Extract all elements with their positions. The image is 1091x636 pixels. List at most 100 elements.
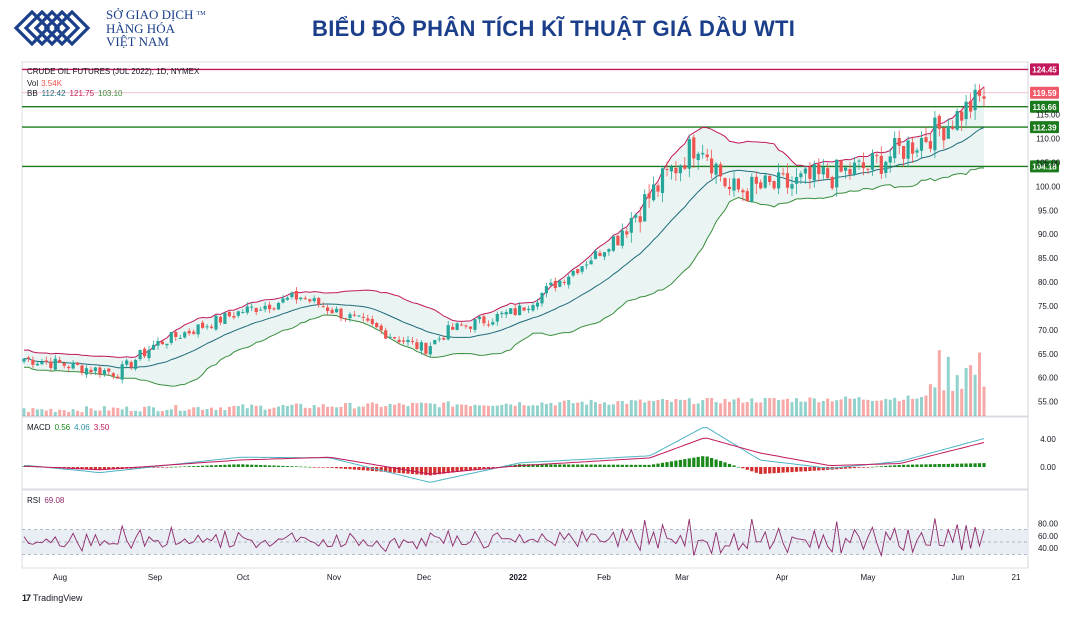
candle [785, 163, 790, 194]
macd-histogram-bar [745, 467, 749, 470]
candle [812, 160, 816, 188]
candle [620, 223, 624, 249]
macd-histogram-bar [808, 467, 812, 471]
candle-body [705, 154, 709, 158]
candle [49, 357, 53, 371]
macd-histogram-bar [593, 464, 598, 467]
candle-body [460, 324, 464, 326]
volume-bar [585, 404, 589, 416]
volume-bar [701, 400, 705, 416]
macd-histogram-bar [906, 464, 910, 467]
macd-histogram-bar [294, 466, 298, 467]
macd-histogram-bar [785, 467, 790, 473]
tradingview-label: TradingView [33, 593, 83, 603]
candle-body [308, 299, 312, 302]
candle [227, 311, 231, 318]
bollinger-band-lines [23, 86, 985, 387]
tradingview-brand[interactable]: 17 TradingView [22, 593, 83, 603]
candle [281, 294, 285, 304]
macd-histogram-bar [236, 464, 240, 467]
volume-bar [844, 396, 848, 416]
volume-bar [245, 408, 249, 416]
macd-histogram-bar [151, 467, 156, 468]
macd-histogram-bar [223, 464, 227, 467]
candle-body [451, 326, 455, 330]
macd-histogram-bar [268, 465, 272, 467]
candle [384, 327, 388, 340]
volume-bar [428, 403, 432, 416]
candle-body [303, 298, 307, 300]
candle [232, 311, 236, 320]
volume-bar [317, 407, 321, 416]
candle [321, 302, 325, 308]
candle [692, 134, 696, 168]
candle [531, 302, 535, 312]
macd-histogram-bar [911, 464, 915, 467]
candle [477, 315, 481, 324]
candle [745, 188, 749, 202]
candle-body [160, 341, 164, 345]
time-axis[interactable]: Aug Sep Oct Nov Dec 2022 Feb Mar Apr May Jun 21 [53, 573, 1021, 582]
candle [884, 160, 888, 178]
rsi-pane[interactable] [21, 489, 1029, 569]
volume-bar [558, 402, 562, 416]
candle-body [138, 350, 142, 360]
price-tick-label: 100.00 [1036, 182, 1061, 191]
candle [223, 312, 227, 325]
volume-bar [803, 401, 807, 416]
candle [571, 269, 575, 278]
tradingview-chart[interactable]: 124.45 119.59 116.66 112.39 104.18 55.00 60.0… [0, 58, 1091, 590]
candle-body [22, 358, 26, 362]
macd-histogram-bar [643, 464, 647, 467]
level-price-label: 124.45 [1032, 66, 1057, 75]
volume-bar [40, 409, 44, 416]
candle-body [951, 127, 955, 129]
candle [937, 114, 941, 137]
volume-bar [973, 374, 977, 416]
volume-bar [911, 398, 915, 416]
macd-histogram-bar [446, 467, 450, 474]
candle-body [710, 158, 714, 174]
macd-pane[interactable] [21, 416, 1029, 490]
candle [598, 250, 602, 257]
candle-body [263, 305, 267, 310]
volume-bar [152, 407, 155, 416]
macd-histogram-bar [263, 465, 267, 467]
candle-body [495, 314, 499, 322]
volume-bar [964, 367, 968, 416]
candle [174, 330, 178, 342]
volume-bar [232, 405, 236, 416]
candle-body [585, 264, 589, 266]
candle-body [259, 309, 263, 311]
macd-histogram-bar [451, 467, 455, 473]
macd-histogram-bar [321, 467, 325, 468]
macd-histogram-bar [80, 467, 84, 469]
candle [375, 322, 379, 329]
time-tick-label: Nov [327, 573, 341, 582]
volume-bar [826, 398, 830, 416]
macd-histogram-bar [567, 464, 571, 467]
price-tick-label: 75.00 [1038, 302, 1059, 311]
price-axis[interactable]: 55.00 60.00 65.00 70.00 75.00 80.00 85.00 90.00… [1036, 111, 1061, 407]
candle [527, 305, 531, 314]
macd-histogram-bar [790, 467, 794, 473]
candle-body [384, 330, 388, 339]
candle [790, 176, 794, 197]
volume-bar [419, 402, 423, 416]
volume-bar [85, 406, 88, 416]
candle-body [504, 312, 508, 315]
candle [750, 173, 754, 203]
price-tick-label: 110.00 [1036, 135, 1060, 144]
candle [888, 148, 892, 173]
candle-body [49, 361, 53, 368]
volume-bar [915, 398, 919, 416]
logo-line-1: SỞ GIAO DỊCH [106, 7, 194, 22]
volume-bar [723, 398, 727, 416]
candle [428, 342, 432, 358]
candle [370, 315, 374, 326]
candle [585, 261, 589, 270]
volume-bar [598, 403, 602, 416]
candle [982, 86, 986, 107]
volume-bar [728, 401, 731, 416]
macd-hist-value: 0.56 [55, 423, 71, 432]
